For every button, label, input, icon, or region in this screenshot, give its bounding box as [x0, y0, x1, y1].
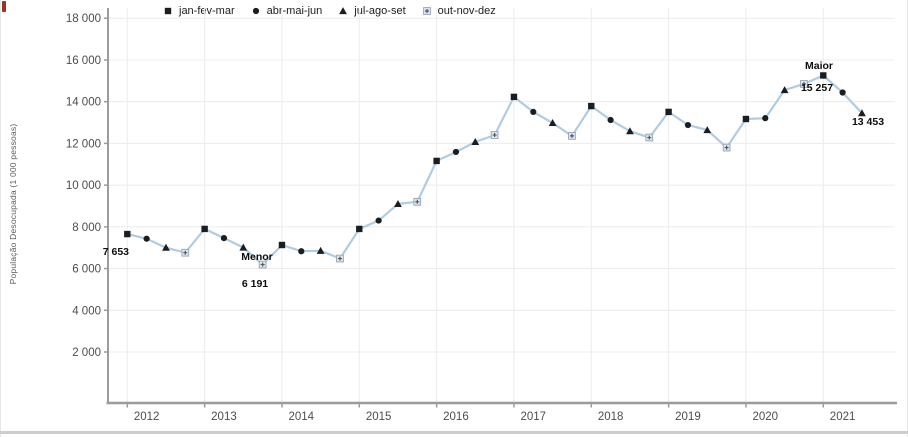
data-point-marker	[339, 7, 348, 15]
data-point-marker-cross	[415, 199, 420, 204]
data-point-marker	[220, 235, 228, 242]
annotation-label: 7 653	[103, 246, 129, 258]
data-point-marker-cross	[647, 135, 652, 140]
data-point-marker	[164, 7, 172, 15]
x-tick-label: 2017	[520, 411, 546, 423]
y-tick-label: 14 000	[66, 97, 101, 109]
data-point-marker-cross	[183, 250, 188, 255]
triangle-icon	[339, 7, 348, 15]
data-point-marker	[375, 217, 382, 224]
circle-icon	[252, 7, 259, 15]
data-point-marker-cross	[337, 256, 342, 261]
plus-square-icon	[422, 7, 431, 15]
x-tick-label: 2013	[211, 411, 237, 423]
data-point-marker	[471, 138, 480, 146]
data-point-marker	[588, 102, 595, 110]
legend-item-triangle: jul-ago-set	[337, 5, 406, 17]
window-left-border	[0, 0, 1, 437]
square-icon	[164, 7, 172, 15]
data-point-marker	[143, 235, 150, 242]
y-tick-label: 10 000	[66, 180, 101, 192]
data-point-marker	[626, 127, 634, 135]
y-tick-label: 6 000	[72, 264, 101, 276]
legend-label: abr-mai-jun	[266, 5, 323, 17]
legend: jan-fev-mar abr-mai-jun jul-ago-set out-nov…	[162, 5, 496, 17]
data-point-marker	[252, 7, 259, 15]
data-point-marker	[162, 243, 170, 251]
y-tick-label: 12 000	[66, 138, 101, 150]
annotation-label: Maior	[805, 60, 833, 72]
x-tick-label: 2016	[443, 411, 469, 423]
data-point-marker-cross	[569, 133, 574, 138]
data-point-marker	[684, 121, 692, 129]
x-tick-label: 2021	[830, 411, 856, 423]
legend-item-square: jan-fev-mar	[162, 5, 235, 17]
data-point-marker	[278, 241, 286, 249]
data-point-marker	[703, 126, 712, 134]
data-point-marker-cross	[801, 81, 806, 86]
legend-label: jul-ago-set	[354, 5, 406, 17]
legend-item-plus-square: out-nov-dez	[421, 5, 496, 17]
data-point-marker-cross	[424, 9, 429, 13]
data-point-marker	[452, 148, 460, 156]
data-point-marker	[839, 89, 846, 96]
data-point-marker	[394, 199, 402, 207]
window-bottom-border	[0, 431, 908, 434]
annotation-label: Menor	[241, 251, 273, 263]
data-point-marker-cross	[724, 145, 729, 150]
data-point-marker	[298, 248, 305, 255]
x-tick-label: 2019	[675, 411, 701, 423]
y-tick-label: 16 000	[66, 55, 101, 67]
data-point-marker	[780, 86, 789, 94]
annotation-label: 15 257	[801, 82, 833, 94]
annotation-label: 6 191	[242, 278, 268, 290]
legend-label: jan-fev-mar	[179, 5, 235, 17]
data-point-marker	[239, 243, 248, 251]
data-point-marker	[201, 225, 208, 233]
y-tick-label: 8 000	[72, 222, 101, 234]
data-point-marker	[356, 225, 363, 233]
data-point-marker-cross	[492, 133, 497, 138]
data-point-marker	[665, 108, 672, 116]
annotation-label: 13 453	[852, 116, 884, 128]
data-point-marker	[433, 157, 440, 165]
data-point-marker	[742, 115, 750, 123]
data-point-marker	[820, 72, 827, 79]
data-point-marker	[548, 119, 557, 127]
data-point-marker-cross	[260, 262, 265, 267]
data-point-marker	[858, 109, 866, 117]
x-tick-label: 2012	[134, 411, 160, 423]
x-tick-label: 2020	[752, 411, 778, 423]
x-tick-label: 2015	[366, 411, 392, 423]
data-point-marker	[762, 115, 769, 122]
x-tick-label: 2018	[598, 411, 624, 423]
y-tick-label: 2 000	[72, 347, 101, 359]
legend-item-circle: abr-mai-jun	[250, 5, 323, 17]
data-point-marker	[510, 93, 518, 101]
legend-label: out-nov-dez	[437, 5, 496, 17]
x-tick-label: 2014	[288, 411, 314, 423]
data-point-marker	[530, 108, 537, 116]
data-point-marker	[124, 230, 131, 238]
y-tick-label: 4 000	[72, 305, 101, 317]
y-tick-label: 18 000	[66, 13, 101, 25]
data-point-marker	[316, 246, 325, 254]
edge-artifact	[2, 1, 6, 12]
data-point-marker	[607, 116, 614, 124]
series-line	[126, 74, 864, 266]
